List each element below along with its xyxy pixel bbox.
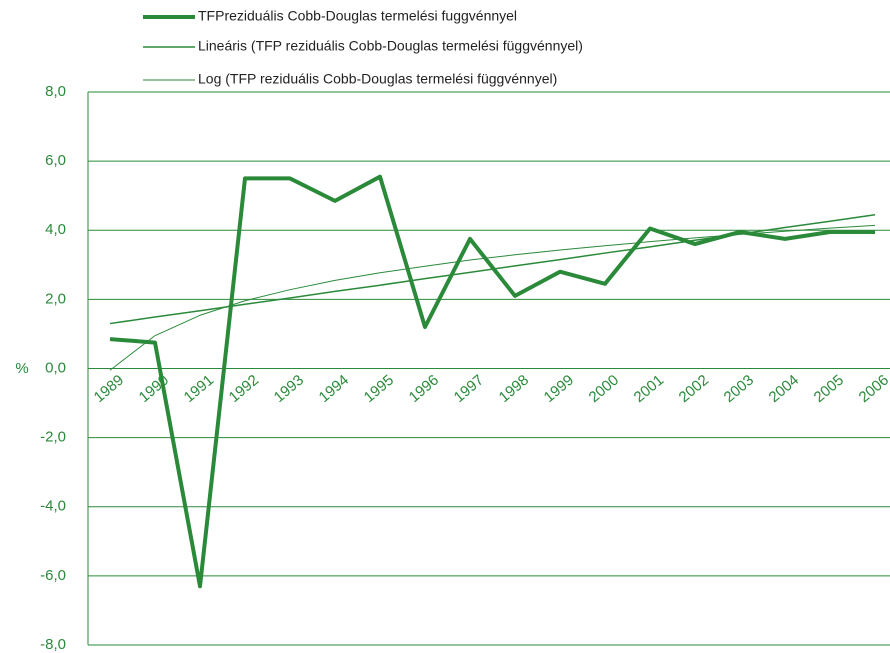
x-tick-label: 2005 — [811, 372, 847, 406]
y-tick-label: -8,0 — [40, 636, 66, 653]
x-tick-label: 1999 — [541, 372, 577, 406]
legend-label: TFPreziduális Cobb-Douglas termelési fug… — [198, 8, 517, 24]
x-tick-label: 2003 — [721, 372, 757, 406]
x-tick-label: 1993 — [271, 372, 307, 406]
legend-label: Log (TFP reziduális Cobb-Douglas termelé… — [198, 71, 557, 87]
x-tick-label: 1997 — [451, 372, 487, 406]
x-tick-label: 1992 — [226, 372, 262, 406]
x-tick-label: 2002 — [676, 372, 712, 406]
x-tick-label: 1994 — [316, 372, 352, 406]
y-tick-label: 8,0 — [45, 83, 66, 100]
x-tick-label: 1989 — [91, 372, 127, 406]
y-tick-label: 2,0 — [45, 290, 66, 307]
x-tick-label: 2001 — [631, 372, 667, 406]
data-line — [109, 224, 876, 371]
y-tick-label: -4,0 — [40, 498, 66, 515]
y-tick-label: 4,0 — [45, 221, 66, 238]
x-tick-label: 1995 — [361, 372, 397, 406]
y-tick-label: 6,0 — [45, 152, 66, 169]
data-line — [109, 213, 876, 325]
y-axis-label: % — [15, 360, 28, 377]
x-tick-label: 1996 — [406, 372, 442, 406]
legend-label: Lineáris (TFP reziduális Cobb-Douglas te… — [198, 38, 583, 54]
x-tick-label: 1998 — [496, 372, 532, 406]
y-tick-label: -6,0 — [40, 567, 66, 584]
x-tick-label: 2000 — [586, 372, 622, 406]
x-tick-label: 2004 — [766, 372, 802, 406]
data-line — [109, 174, 875, 589]
y-tick-label: 0,0 — [45, 359, 66, 376]
x-tick-label: 1991 — [181, 372, 217, 406]
y-tick-label: -2,0 — [40, 429, 66, 446]
x-tick-label: 2006 — [856, 372, 890, 406]
